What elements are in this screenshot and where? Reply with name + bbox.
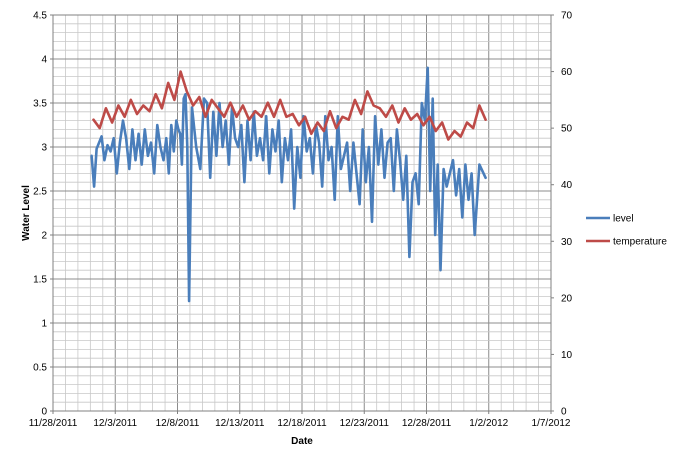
y2-axis-tick-label: 30: [561, 237, 573, 248]
y2-axis-tick-label: 60: [561, 67, 573, 78]
y2-axis-tick-label: 70: [561, 11, 573, 22]
x-axis-tick-label: 12/13/2011: [215, 418, 265, 429]
y-axis-title: Water Level: [21, 185, 32, 241]
y-axis-tick-label: 4: [41, 55, 47, 66]
axis-tick-labels: 0 0.5 1 1.5 2 2.5 3 3.5 4 4.5 0 10 20 30 40 50 60 70 11/28…: [29, 11, 573, 430]
y2-axis-tick-label: 10: [561, 350, 573, 361]
x-axis-tick-label: 12/28/2011: [402, 418, 452, 429]
legend-label-temperature: temperature: [613, 237, 667, 248]
y-axis-tick-label: 1.5: [33, 275, 47, 286]
x-axis-tick-label: 12/3/2011: [93, 418, 137, 429]
x-axis-tick-label: 1/2/2012: [469, 418, 508, 429]
y2-axis-tick-label: 20: [561, 293, 573, 304]
series-line-temperature: [92, 70, 487, 141]
y-axis-tick-label: 0.5: [33, 363, 47, 374]
y2-axis-tick-label: 40: [561, 180, 573, 191]
x-axis-tick-label: 12/23/2011: [340, 418, 390, 429]
y-axis-tick-label: 3.5: [33, 99, 47, 110]
x-axis-tick-label: 1/7/2012: [532, 418, 571, 429]
y-axis-tick-label: 2.5: [33, 187, 47, 198]
x-axis-tick-label: 12/8/2011: [156, 418, 200, 429]
y-axis-tick-label: 0: [41, 407, 47, 418]
legend-label-level: level: [613, 214, 634, 225]
y2-axis-tick-label: 50: [561, 124, 573, 135]
y-axis-tick-label: 2: [41, 231, 47, 242]
x-axis-tick-label: 11/28/2011: [29, 418, 78, 429]
series-line-level: [90, 66, 487, 303]
series-lines: [90, 66, 487, 303]
y-axis-tick-label: 4.5: [33, 11, 47, 22]
y-axis-tick-label: 1: [41, 319, 47, 330]
y-axis-tick-label: 3: [41, 143, 47, 154]
x-axis-tick-label: 12/18/2011: [277, 418, 327, 429]
grid: [53, 15, 551, 411]
legend: level temperature: [586, 214, 667, 248]
y2-axis-tick-label: 0: [561, 407, 567, 418]
x-axis-title: Date: [291, 436, 313, 447]
